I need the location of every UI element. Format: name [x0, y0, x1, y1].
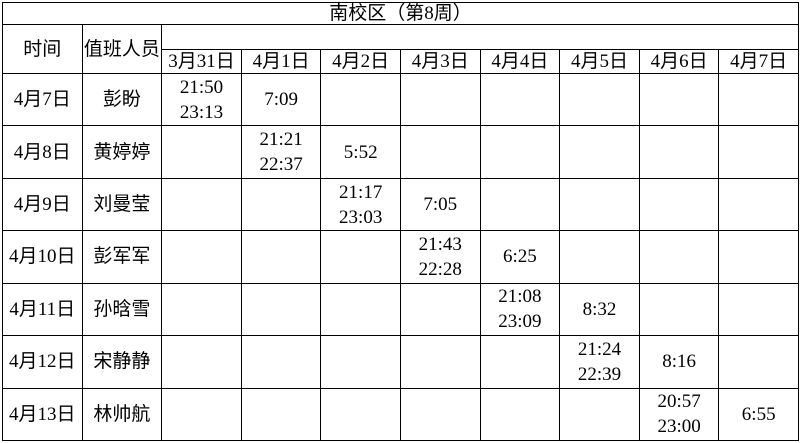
- duty-time-cell: 6:25: [480, 231, 560, 283]
- staff-name-cell: 宋静静: [82, 336, 162, 388]
- header-spacer-cell: [162, 25, 798, 49]
- duty-time-cell: [639, 283, 719, 336]
- row-date-cell: 4月9日: [3, 178, 82, 231]
- duty-time-cell: [321, 283, 400, 336]
- row-date-cell: 4月12日: [3, 336, 82, 388]
- row-date-cell: 4月10日: [3, 231, 82, 283]
- duty-time-cell: [480, 336, 560, 388]
- duty-time-cell: [321, 336, 400, 388]
- duty-time-cell: [162, 178, 241, 231]
- duty-time-cell: 21:43 22:28: [400, 231, 480, 283]
- staff-name-cell: 彭军军: [82, 231, 162, 283]
- duty-time-cell: [719, 283, 798, 336]
- duty-time-cell: [321, 231, 400, 283]
- date-header-cell: 4月1日: [241, 50, 321, 73]
- duty-time-cell: 21:21 22:37: [241, 126, 321, 178]
- duty-time-cell: [480, 178, 560, 231]
- row-date-cell: 4月11日: [3, 283, 82, 336]
- duty-time-cell: [241, 336, 321, 388]
- row-date-cell: 4月8日: [3, 126, 82, 178]
- table-title: 南校区（第8周）: [3, 3, 798, 24]
- staff-name-cell: 孙晗雪: [82, 283, 162, 336]
- duty-time-cell: [321, 388, 400, 440]
- duty-time-cell: 20:57 23:00: [639, 388, 719, 440]
- staff-name-cell: 彭盼: [82, 74, 162, 126]
- duty-time-cell: [719, 231, 798, 283]
- duty-time-cell: [241, 231, 321, 283]
- duty-time-cell: [400, 74, 480, 126]
- duty-time-cell: [719, 178, 798, 231]
- duty-time-cell: 8:32: [560, 283, 639, 336]
- duty-time-cell: [241, 283, 321, 336]
- duty-time-cell: [480, 74, 560, 126]
- duty-time-cell: [560, 126, 639, 178]
- time-column-header: 时间: [3, 25, 82, 73]
- date-header-cell: 4月5日: [560, 50, 639, 73]
- duty-time-cell: [241, 388, 321, 440]
- duty-time-cell: [162, 388, 241, 440]
- duty-time-cell: [400, 283, 480, 336]
- duty-time-cell: [719, 336, 798, 388]
- duty-time-cell: 21:08 23:09: [480, 283, 560, 336]
- duty-time-cell: [560, 388, 639, 440]
- duty-time-cell: 7:05: [400, 178, 480, 231]
- row-date-cell: 4月7日: [3, 74, 82, 126]
- duty-time-cell: [480, 388, 560, 440]
- row-date-cell: 4月13日: [3, 388, 82, 440]
- staff-name-cell: 黄婷婷: [82, 126, 162, 178]
- staff-column-header: 值班人员: [82, 25, 162, 73]
- duty-time-cell: [719, 126, 798, 178]
- duty-time-cell: [321, 74, 400, 126]
- date-header-cell: 4月2日: [321, 50, 400, 73]
- date-header-cell: 4月4日: [480, 50, 560, 73]
- date-header-cell: 4月7日: [719, 50, 798, 73]
- duty-time-cell: [639, 126, 719, 178]
- duty-time-cell: [719, 74, 798, 126]
- duty-time-cell: [639, 178, 719, 231]
- duty-time-cell: [162, 336, 241, 388]
- duty-time-cell: [480, 126, 560, 178]
- staff-name-cell: 林帅航: [82, 388, 162, 440]
- staff-name-cell: 刘曼莹: [82, 178, 162, 231]
- duty-time-cell: 7:09: [241, 74, 321, 126]
- duty-time-cell: [162, 126, 241, 178]
- duty-time-cell: [639, 231, 719, 283]
- duty-time-cell: 8:16: [639, 336, 719, 388]
- duty-time-cell: [162, 283, 241, 336]
- duty-time-cell: [639, 74, 719, 126]
- duty-time-cell: [241, 178, 321, 231]
- duty-time-cell: [560, 231, 639, 283]
- duty-time-cell: 21:24 22:39: [560, 336, 639, 388]
- duty-time-cell: [400, 336, 480, 388]
- date-header-cell: 3月31日: [162, 50, 241, 73]
- duty-time-cell: [560, 74, 639, 126]
- duty-time-cell: 5:52: [321, 126, 400, 178]
- duty-time-cell: 21:17 23:03: [321, 178, 400, 231]
- duty-time-cell: [560, 178, 639, 231]
- date-header-cell: 4月3日: [400, 50, 480, 73]
- duty-time-cell: 6:55: [719, 388, 798, 440]
- date-header-cell: 4月6日: [639, 50, 719, 73]
- duty-time-cell: [162, 231, 241, 283]
- duty-time-cell: [400, 388, 480, 440]
- duty-time-cell: [400, 126, 480, 178]
- duty-time-cell: 21:50 23:13: [162, 74, 241, 126]
